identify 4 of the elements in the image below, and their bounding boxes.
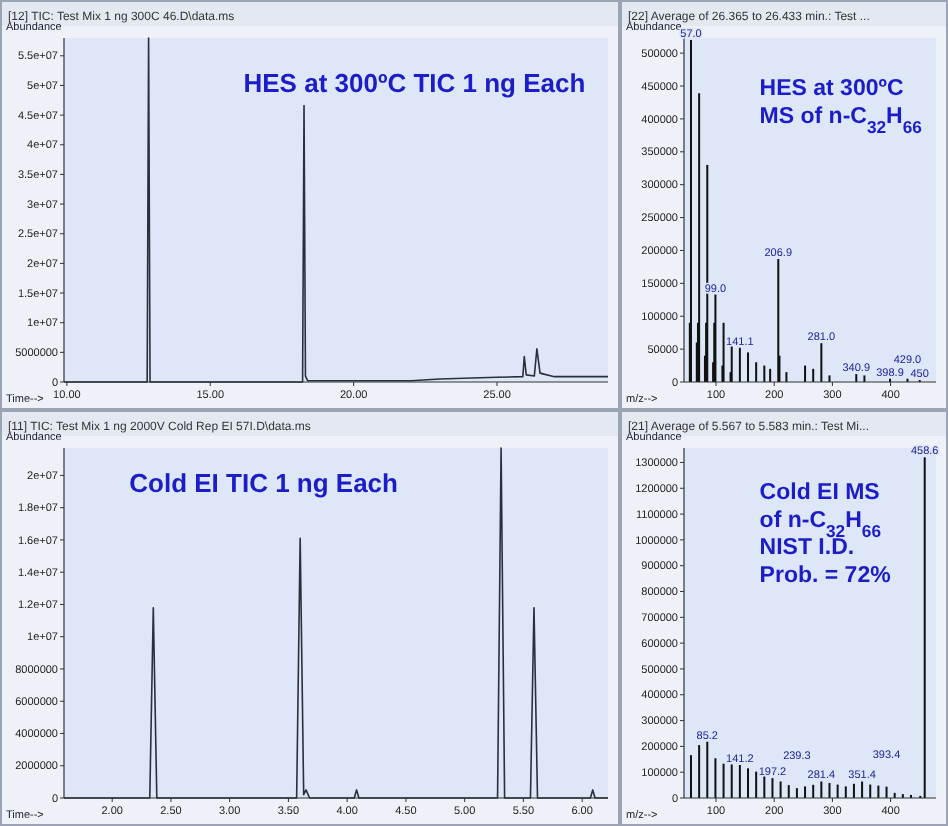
text: HES at 300ºC MS of n-C$_{32}$H$_{66}$	[759, 77, 923, 137]
text: Cold EI TIC 1 ng Each	[129, 467, 399, 498]
text: HES at 300ºC TIC 1 ng Each	[243, 67, 586, 98]
text: Cold EI MS of n-C$_{32}$H$_{66}$ NIST I.D. Prob. = 72%	[759, 481, 891, 588]
